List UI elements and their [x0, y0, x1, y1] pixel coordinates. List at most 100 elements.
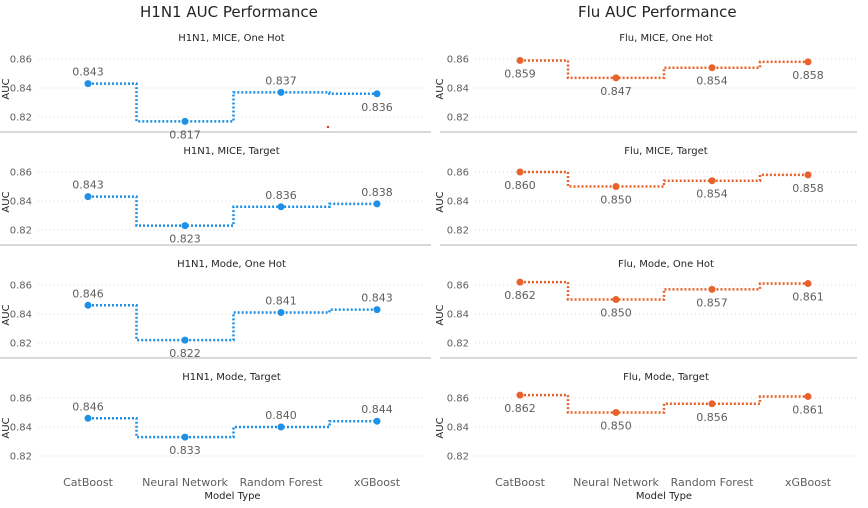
data-point	[277, 309, 285, 317]
subplot-title: H1N1, Mode, Target	[182, 372, 281, 383]
subplot-title: H1N1, Mode, One Hot	[177, 259, 286, 270]
data-label: 0.837	[265, 74, 297, 87]
data-label: 0.836	[361, 101, 393, 114]
data-point	[804, 58, 812, 66]
x-tick-label: xGBoost	[354, 476, 401, 489]
x-tick-label: Random Forest	[240, 476, 323, 489]
data-label: 0.833	[169, 444, 201, 457]
x-tick-label: xGBoost	[785, 476, 832, 489]
data-label: 0.854	[696, 188, 728, 201]
x-tick-label: CatBoost	[63, 476, 113, 489]
data-point	[84, 414, 92, 422]
data-label: 0.850	[600, 307, 632, 320]
data-label: 0.857	[696, 296, 728, 309]
data-point	[277, 423, 285, 431]
chart-panel-2: H1N1, MICE, Target 0.82 0.84 0.86 AUC 0.843 0.…	[0, 146, 431, 246]
y-tick-label: 0.82	[10, 226, 32, 237]
data-point	[373, 417, 381, 425]
x-tick-label: Random Forest	[671, 476, 754, 489]
y-axis-label: AUC	[1, 78, 12, 99]
data-label: 0.846	[72, 400, 104, 413]
data-point	[516, 391, 524, 399]
chart-panel-3: H1N1, Mode, One Hot 0.82 0.84 0.86 AUC 0.846 0…	[0, 259, 431, 360]
chart-panel-1: H1N1, MICE, One Hot 0.82 0.84 0.86 AUC 0.843 0…	[0, 33, 431, 141]
data-label: 0.862	[504, 402, 536, 415]
y-tick-label: 0.84	[10, 310, 32, 321]
chart-panel-6: Flu, MICE, Target 0.82 0.84 0.86 AUC 0.860 0.8…	[435, 146, 857, 246]
data-point	[277, 88, 285, 96]
data-point	[277, 203, 285, 211]
data-label: 0.843	[72, 179, 104, 192]
series-line	[88, 82, 377, 123]
series-line	[88, 417, 377, 439]
y-tick-label: 0.84	[447, 310, 469, 321]
data-label: 0.823	[169, 233, 201, 246]
subplot-title: H1N1, MICE, One Hot	[178, 33, 284, 44]
data-label: 0.836	[265, 189, 297, 202]
y-tick-label: 0.82	[10, 113, 32, 124]
chart-panel-4: H1N1, Mode, Target 0.82 0.84 0.86 AUC 0.846 0.…	[1, 372, 425, 502]
y-tick-label: 0.82	[10, 452, 32, 463]
y-tick-label: 0.82	[10, 339, 32, 350]
data-point	[373, 200, 381, 208]
subplot-title: Flu, MICE, One Hot	[619, 33, 713, 44]
data-label: 0.844	[361, 403, 393, 416]
y-tick-label: 0.84	[10, 197, 32, 208]
y-tick-label: 0.82	[447, 452, 469, 463]
y-tick-label: 0.86	[447, 168, 469, 179]
data-point	[84, 80, 92, 88]
data-label: 0.858	[792, 69, 824, 82]
data-label: 0.850	[600, 194, 632, 207]
data-point	[516, 56, 524, 64]
data-point	[708, 64, 716, 72]
data-label: 0.841	[265, 295, 297, 308]
data-point	[181, 433, 189, 441]
series-line	[520, 280, 808, 301]
data-point	[84, 193, 92, 201]
data-point	[612, 183, 620, 190]
data-label: 0.817	[169, 128, 201, 141]
data-label: 0.861	[792, 404, 824, 417]
data-label: 0.846	[72, 287, 104, 300]
chart-panel-8: Flu, Mode, Target 0.82 0.84 0.86 AUC 0.862 0.8…	[435, 372, 857, 502]
data-point	[373, 306, 381, 314]
series-line	[88, 304, 377, 342]
subplot-title: H1N1, MICE, Target	[183, 146, 279, 157]
data-point	[181, 336, 189, 344]
chart-panel-5: Flu, MICE, One Hot 0.82 0.84 0.86 AUC 0.859 0.…	[435, 33, 857, 133]
data-point	[612, 74, 620, 82]
data-label: 0.850	[600, 420, 632, 433]
y-tick-label: 0.86	[10, 168, 32, 179]
data-point	[804, 280, 812, 288]
y-axis-label: AUC	[435, 191, 446, 212]
subplot-title: Flu, Mode, One Hot	[618, 259, 714, 270]
data-point	[516, 168, 524, 176]
data-point	[708, 285, 716, 293]
y-axis-label: AUC	[435, 78, 446, 99]
data-label: 0.838	[361, 186, 393, 199]
series-line	[520, 170, 808, 188]
data-label: 0.861	[792, 291, 824, 304]
data-point	[708, 400, 716, 408]
y-tick-label: 0.84	[10, 423, 32, 434]
data-label: 0.840	[265, 409, 297, 422]
data-label: 0.860	[504, 179, 536, 192]
data-label: 0.854	[696, 75, 728, 88]
y-tick-label: 0.84	[447, 197, 469, 208]
data-label: 0.862	[504, 289, 536, 302]
data-label: 0.843	[361, 292, 393, 305]
data-label: 0.847	[600, 85, 632, 98]
h1n1-panel-title: H1N1 AUC Performance	[140, 3, 318, 21]
y-axis-label: AUC	[1, 304, 12, 325]
data-label: 0.822	[169, 347, 201, 360]
subplot-title: Flu, Mode, Target	[623, 372, 709, 383]
data-point	[804, 171, 812, 179]
stray-marker	[326, 125, 330, 129]
y-axis-label: AUC	[435, 304, 446, 325]
y-tick-label: 0.82	[447, 113, 469, 124]
data-label: 0.856	[696, 411, 728, 424]
flu-panel-title: Flu AUC Performance	[578, 3, 737, 21]
data-point	[612, 409, 620, 416]
data-point	[804, 393, 812, 401]
